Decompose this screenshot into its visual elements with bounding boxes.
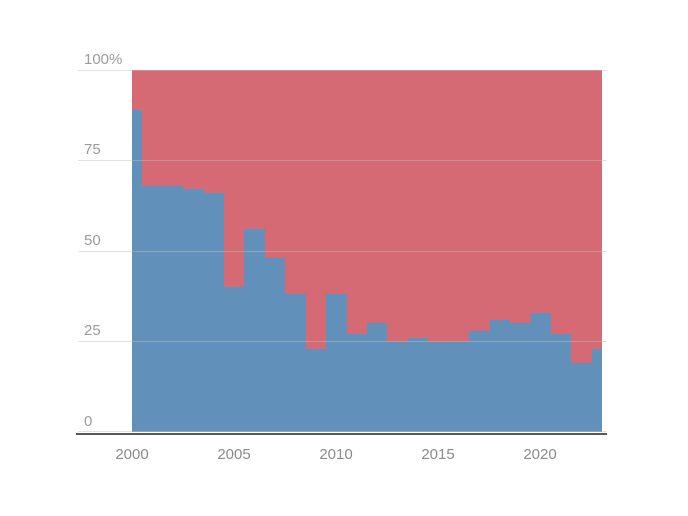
y-tick-25: 25 [84,322,101,339]
y-tick-75: 75 [84,141,101,158]
bar-segment-blue-2017 [469,330,490,432]
bar-segment-blue-2004 [203,193,224,432]
y-tick-0: 0 [84,413,93,430]
x-tick-2010: 2010 [319,446,353,463]
bar-segment-blue-2011 [346,334,368,432]
bar-column-2012[interactable] [367,70,388,432]
bar-column-2006[interactable] [244,70,265,432]
bar-segment-blue-2001 [142,185,163,432]
bar-segment-blue-2019 [510,323,531,432]
bar-segment-blue-2015 [428,341,449,432]
bar-column-2016[interactable] [448,70,470,432]
bar-column-2002[interactable] [162,70,184,432]
bar-segment-blue-2021 [550,334,572,432]
bar-segment-blue-2012 [367,323,388,432]
bar-column-2023[interactable] [591,70,603,432]
bar-column-2014[interactable] [407,70,429,432]
bar-column-2021[interactable] [550,70,572,432]
bar-column-2018[interactable] [489,70,511,432]
bar-segment-blue-2023 [591,348,603,432]
bar-column-2001[interactable] [142,70,163,432]
bar-segment-blue-2006 [244,229,265,432]
bar-segment-blue-2013 [387,341,408,432]
bar-segment-blue-2000 [132,109,143,432]
bar-segment-blue-2016 [448,341,470,432]
bar-segment-blue-2020 [530,312,551,432]
bar-segment-blue-2007 [264,258,286,432]
bar-segment-blue-2003 [183,189,204,432]
bar-segment-blue-2008 [285,294,306,432]
x-axis-line [76,433,607,435]
bar-column-2005[interactable] [223,70,245,432]
bar-column-2000[interactable] [132,70,143,432]
bar-segment-blue-2010 [326,294,347,432]
bar-column-2011[interactable] [346,70,368,432]
bar-column-2017[interactable] [469,70,490,432]
bar-segment-blue-2002 [162,185,184,432]
bar-segment-blue-2018 [489,319,511,432]
y-tick-50: 50 [84,232,101,249]
bar-segment-blue-2009 [305,348,327,432]
bar-column-2007[interactable] [264,70,286,432]
bar-column-2019[interactable] [510,70,531,432]
bar-column-2003[interactable] [183,70,204,432]
bar-segment-blue-2014 [407,337,429,432]
x-tick-2015: 2015 [421,446,455,463]
bar-column-2020[interactable] [530,70,551,432]
bar-segment-blue-2005 [223,287,245,432]
bar-segment-blue-2022 [571,363,592,432]
y-tick-100: 100% [84,51,123,68]
bar-column-2015[interactable] [428,70,449,432]
bar-column-2004[interactable] [203,70,224,432]
bar-column-2013[interactable] [387,70,408,432]
x-tick-2020: 2020 [523,446,557,463]
bar-column-2022[interactable] [571,70,592,432]
bar-column-2010[interactable] [326,70,347,432]
bar-column-2009[interactable] [305,70,327,432]
bar-column-2008[interactable] [285,70,306,432]
x-tick-2005: 2005 [217,446,251,463]
plot-area [132,70,603,432]
x-tick-2000: 2000 [115,446,149,463]
